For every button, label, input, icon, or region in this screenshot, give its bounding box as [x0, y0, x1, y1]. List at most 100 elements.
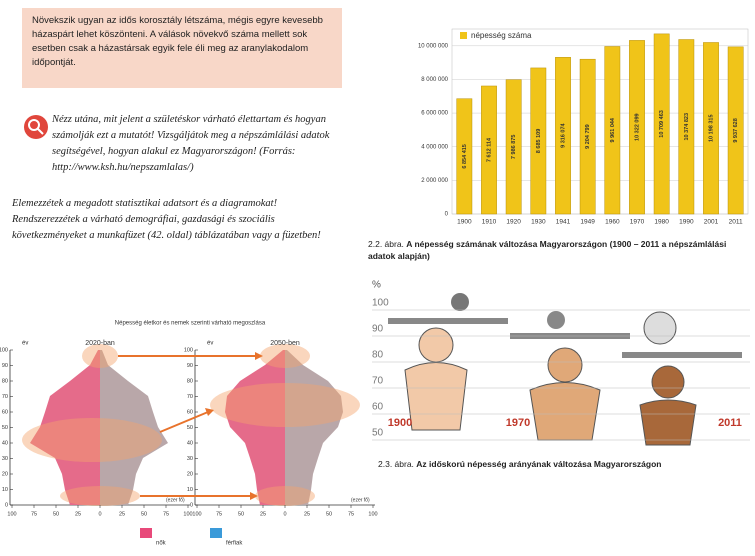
caption-2-2: 2.2. ábra. A népesség számának változása…	[368, 238, 753, 262]
bar	[505, 79, 522, 215]
search-icon	[24, 115, 48, 139]
age-label: év	[207, 341, 213, 347]
y-tick-label: 50	[372, 428, 384, 439]
value-label: 8 685 109	[536, 129, 542, 153]
x-tick-label: 50	[141, 511, 147, 517]
pyramid-title: Népesség életkor és nemek szerinti várha…	[115, 321, 266, 327]
y-tick-label: 70	[2, 394, 8, 400]
legend-swatch	[460, 32, 467, 39]
y-tick-label: 30	[2, 456, 8, 462]
x-tick-label: 75	[216, 511, 222, 517]
x-tick-label: 50	[238, 511, 244, 517]
x-tick-label: 50	[326, 511, 332, 517]
y-tick-label: 60	[2, 409, 8, 415]
bar	[629, 40, 645, 215]
x-tick-label: 75	[163, 511, 169, 517]
y-tick-label: 2 000 000	[421, 178, 448, 184]
bar	[604, 46, 621, 215]
y-tick-label: 20	[187, 471, 193, 477]
y-tick-label: 100	[372, 298, 389, 309]
y-tick-label: 60	[187, 409, 193, 415]
info-box: Növekszik ugyan az idős korosztály létsz…	[22, 8, 342, 88]
cartoon-graphic	[388, 293, 742, 446]
task-1: Nézz utána, mit jelent a születéskor vár…	[52, 114, 330, 173]
bar	[481, 85, 497, 215]
x-tick-label: 1949	[580, 219, 595, 226]
y-tick-label: 40	[187, 440, 193, 446]
bar	[456, 98, 473, 215]
value-label: 10 322 099	[634, 113, 640, 141]
x-tick-label: 50	[53, 511, 59, 517]
y-tick-label: 100	[0, 347, 8, 353]
value-label: 7 986 875	[511, 135, 517, 159]
y-tick-label: 90	[372, 324, 384, 335]
y-tick-label: 80	[2, 378, 8, 384]
legend-swatch	[210, 528, 222, 538]
x-tick-label: 100	[183, 511, 192, 517]
legend-swatch	[140, 528, 152, 538]
bar	[653, 33, 670, 215]
x-tick-label: 2001	[704, 219, 719, 226]
y-tick-label: 10 000 000	[418, 43, 449, 49]
y-axis-label: %	[372, 280, 381, 291]
value-label: 9 204 799	[585, 124, 591, 148]
value-label: 7 612 114	[486, 137, 492, 162]
x-tick-label: 2011	[729, 219, 743, 226]
y-tick-label: 20	[2, 471, 8, 477]
legend-label: nők	[156, 541, 167, 547]
x-tick-label: 100	[7, 511, 16, 517]
y-tick-label: 30	[187, 456, 193, 462]
value-label: 10 374 823	[684, 113, 690, 141]
y-tick-label: 100	[184, 347, 193, 353]
y-tick-label: 4 000 000	[421, 144, 448, 150]
bar	[678, 39, 695, 215]
bar	[530, 67, 547, 215]
x-tick-label: 1900	[457, 219, 472, 226]
x-tick-label: 25	[119, 511, 125, 517]
x-tick-label: 100	[368, 511, 377, 517]
bar	[579, 58, 596, 215]
y-tick-label: 80	[372, 350, 384, 361]
y-tick-label: 50	[2, 425, 8, 431]
y-tick-label: 10	[2, 487, 8, 493]
y-tick-label: 70	[187, 394, 193, 400]
bar	[555, 57, 571, 215]
task-2: Elemezzétek a megadott statisztikai adat…	[12, 198, 321, 241]
y-tick-label: 80	[187, 378, 193, 384]
year-label: 2011	[718, 417, 742, 429]
value-label: 9 937 628	[733, 118, 739, 142]
x-tick-label: 1910	[482, 219, 497, 226]
x-tick-label: 75	[31, 511, 37, 517]
value-label: 6 854 415	[462, 144, 468, 168]
x-tick-label: 100	[192, 511, 201, 517]
panel-label: 2050-ben	[270, 340, 300, 347]
y-tick-label: 90	[2, 363, 8, 369]
caption-text: A népesség számának változása Magyarorsz…	[368, 239, 727, 261]
x-tick-label: 75	[348, 511, 354, 517]
y-tick-label: 6 000 000	[421, 111, 448, 117]
plot-background	[451, 28, 749, 215]
caption-2-3: 2.3. ábra. Az időskorú népesség arányána…	[378, 458, 753, 470]
x-tick-label: 1920	[506, 219, 521, 226]
x-tick-label: 25	[75, 511, 81, 517]
y-tick-label: 10	[187, 487, 193, 493]
y-tick-label: 0	[190, 502, 193, 508]
x-tick-label: 25	[304, 511, 310, 517]
caption-number: 2.3. ábra.	[378, 459, 414, 469]
year-label: 1900	[388, 417, 412, 429]
y-tick-label: 50	[187, 425, 193, 431]
x-tick-label: 25	[260, 511, 266, 517]
y-tick-label: 90	[187, 363, 193, 369]
x-tick-label: 1990	[679, 219, 694, 226]
x-tick-label: 1941	[556, 219, 571, 226]
legend-label: népesség száma	[471, 31, 532, 40]
x-tick-label: 0	[98, 511, 101, 517]
pyramid-graphic	[9, 344, 375, 506]
bar	[727, 46, 744, 215]
y-tick-label: 0	[5, 502, 8, 508]
x-tick-label: 1980	[654, 219, 669, 226]
y-tick-label: 60	[372, 402, 384, 413]
panel-label: 2020-ban	[85, 340, 115, 347]
unit-label: (ezer fő)	[166, 497, 185, 503]
